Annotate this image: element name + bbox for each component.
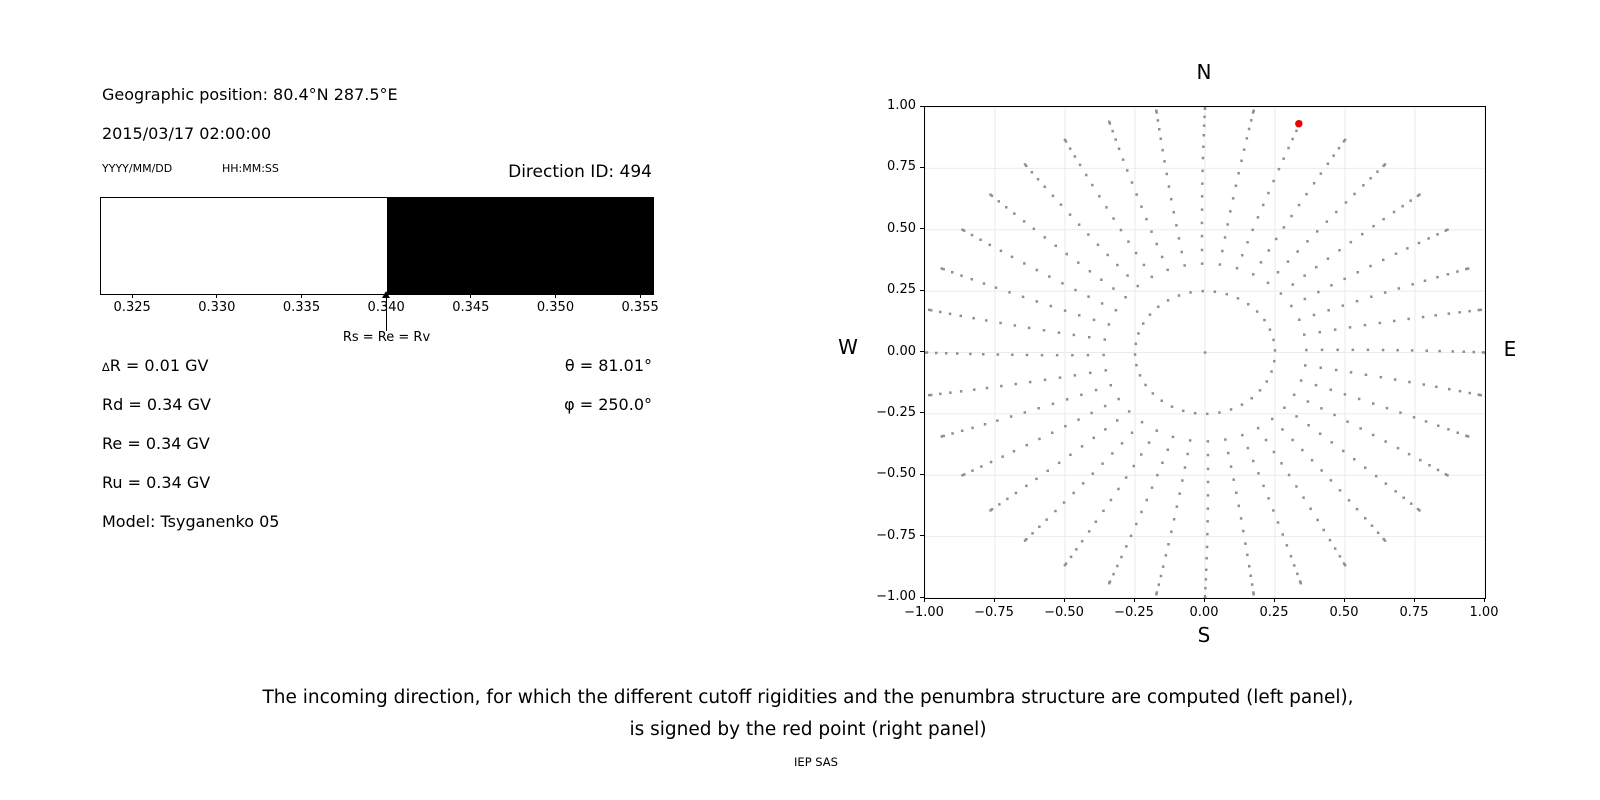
- x-tick-label: −0.75: [974, 605, 1014, 620]
- y-tick-label: −0.50: [876, 466, 916, 482]
- y-tick-label: 0.00: [887, 343, 916, 359]
- x-tick-mark: [1203, 598, 1205, 602]
- compass-north-label: N: [1196, 60, 1212, 84]
- y-tick-label: 0.75: [887, 159, 916, 175]
- y-tick-label: −0.25: [876, 404, 916, 420]
- rs-arrow: [386, 297, 387, 331]
- rs-equality-label: Rs = Re = Rv: [342, 330, 431, 345]
- penumbra-tick-label: 0.345: [452, 300, 490, 315]
- caption-line1: The incoming direction, for which the di…: [262, 687, 1354, 708]
- y-tick-mark: [920, 166, 924, 168]
- y-tick-mark: [920, 535, 924, 537]
- model-label: Model: Tsyganenko 05: [102, 512, 280, 531]
- re-value: Re = 0.34 GV: [102, 434, 210, 453]
- x-tick-mark: [1483, 598, 1485, 602]
- y-tick-mark: [920, 228, 924, 230]
- x-tick-label: −1.00: [904, 605, 944, 620]
- x-tick-mark: [993, 598, 995, 602]
- y-tick-label: −1.00: [876, 589, 916, 604]
- x-tick-label: 0.75: [1399, 605, 1429, 620]
- delta-r-value: ∆R = 0.01 GV: [102, 357, 208, 376]
- credit-label: IEP SAS: [794, 755, 838, 769]
- delta-r-text: R = 0.01 GV: [109, 356, 209, 375]
- x-tick-label: 0.25: [1259, 605, 1289, 620]
- y-tick-mark: [920, 596, 924, 598]
- penumbra-tick-mark: [131, 294, 133, 298]
- delta-symbol: ∆: [102, 360, 110, 374]
- x-tick-label: 0.50: [1329, 605, 1359, 620]
- x-tick-mark: [1063, 598, 1065, 602]
- datetime-value: 2015/03/17 02:00:00: [102, 124, 272, 143]
- y-tick-label: 0.50: [887, 220, 916, 236]
- penumbra-tick-label: 0.330: [198, 300, 236, 315]
- x-tick-mark: [923, 598, 925, 602]
- phi-value: φ = 250.0°: [564, 395, 652, 414]
- penumbra-tick-mark: [639, 294, 641, 298]
- theta-value: θ = 81.01°: [564, 356, 652, 375]
- penumbra-tick-mark: [216, 294, 218, 298]
- y-tick-label: −0.75: [876, 527, 916, 543]
- direction-id-label: Direction ID: 494: [508, 162, 652, 182]
- direction-grid-scatter: [923, 105, 1487, 600]
- rs-arrow-head-icon: [382, 291, 390, 298]
- x-tick-mark: [1343, 598, 1345, 602]
- rd-value: Rd = 0.34 GV: [102, 395, 211, 414]
- y-tick-label: 1.00: [887, 98, 916, 113]
- penumbra-bar-chart: [100, 197, 654, 295]
- y-tick-mark: [920, 105, 924, 107]
- compass-west-label: W: [838, 335, 858, 359]
- y-tick-mark: [920, 289, 924, 291]
- time-format-label: HH:MM:SS: [222, 162, 279, 175]
- forbidden-band: [387, 198, 653, 294]
- date-format-label: YYYY/MM/DD: [102, 162, 173, 175]
- y-tick-mark: [920, 412, 924, 414]
- compass-east-label: E: [1503, 337, 1517, 361]
- penumbra-tick-label: 0.335: [282, 300, 321, 315]
- compass-south-label: S: [1197, 623, 1211, 647]
- penumbra-tick-mark: [300, 294, 302, 298]
- x-tick-mark: [1413, 598, 1415, 602]
- caption-line2: is signed by the red point (right panel): [629, 719, 987, 740]
- penumbra-tick-label: 0.325: [113, 300, 151, 315]
- y-tick-label: 0.25: [887, 282, 916, 298]
- x-tick-label: −0.25: [1114, 605, 1154, 620]
- x-tick-label: −0.50: [1044, 605, 1084, 620]
- penumbra-tick-mark: [554, 294, 556, 298]
- penumbra-tick-label: 0.355: [621, 300, 659, 315]
- y-tick-mark: [920, 473, 924, 475]
- x-tick-label: 1.00: [1469, 605, 1499, 620]
- selected-direction-point: [1295, 120, 1303, 128]
- geographic-position-label: Geographic position: 80.4°N 287.5°E: [102, 85, 398, 104]
- x-tick-mark: [1133, 598, 1135, 602]
- direction-scatter-plot: [923, 105, 1487, 600]
- penumbra-tick-label: 0.350: [536, 300, 575, 315]
- penumbra-tick-mark: [470, 294, 472, 298]
- x-tick-label: 0.00: [1189, 605, 1219, 620]
- ru-value: Ru = 0.34 GV: [102, 473, 211, 492]
- x-tick-mark: [1273, 598, 1275, 602]
- y-tick-mark: [920, 351, 924, 352]
